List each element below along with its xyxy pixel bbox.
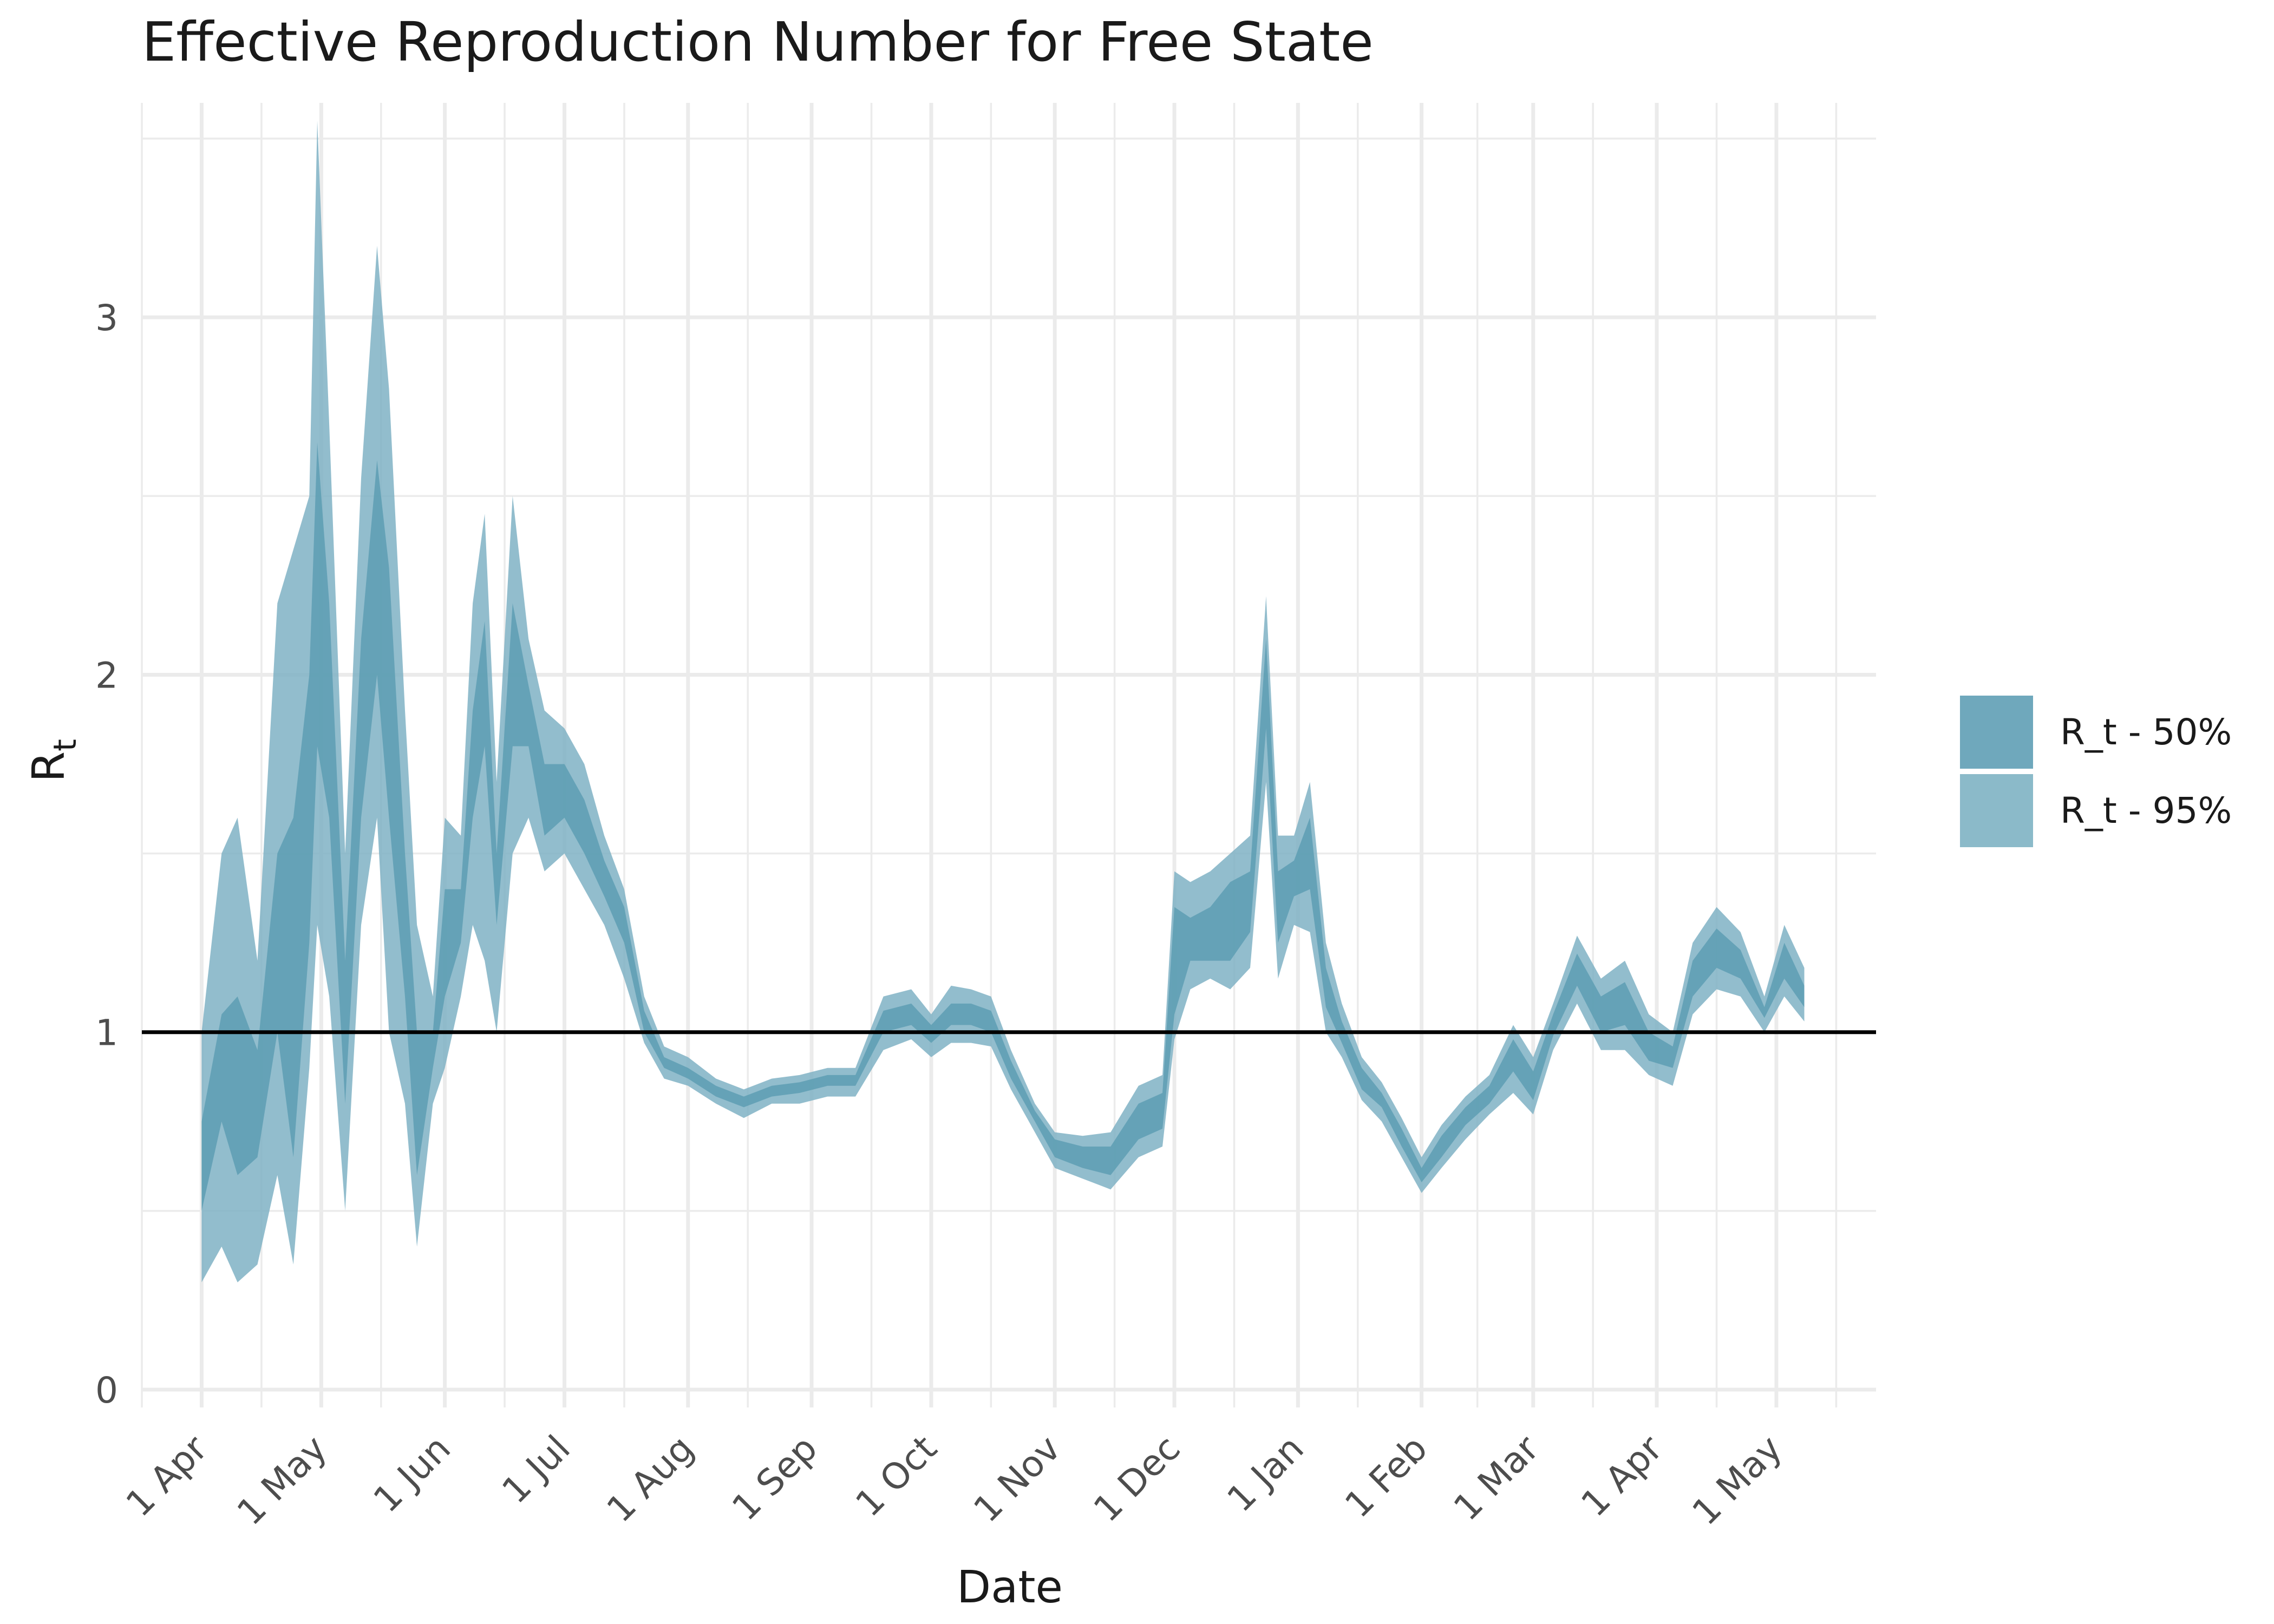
legend: R_t - 50% R_t - 95% [1960,696,2232,847]
legend-swatch [1960,774,2033,847]
legend-label: R_t - 50% [2060,711,2232,753]
y-tick-label: 2 [95,654,118,696]
band-50-area [201,442,1805,1211]
chart-title: Effective Reproduction Number for Free S… [142,10,1374,74]
y-tick-label: 0 [95,1370,118,1411]
y-tick-label: 3 [95,297,118,339]
band-50-layer [201,442,1805,1211]
x-axis-title: Date [957,1562,1063,1613]
legend-swatch [1960,696,2033,769]
y-tick-labels: 0 1 2 3 [95,297,118,1411]
y-tick-label: 1 [95,1012,118,1054]
y-axis-title-main: R [23,751,75,782]
legend-label: R_t - 95% [2060,790,2232,831]
y-axis-title-subscript: t [47,739,83,751]
y-axis-title: Rt [23,739,83,782]
